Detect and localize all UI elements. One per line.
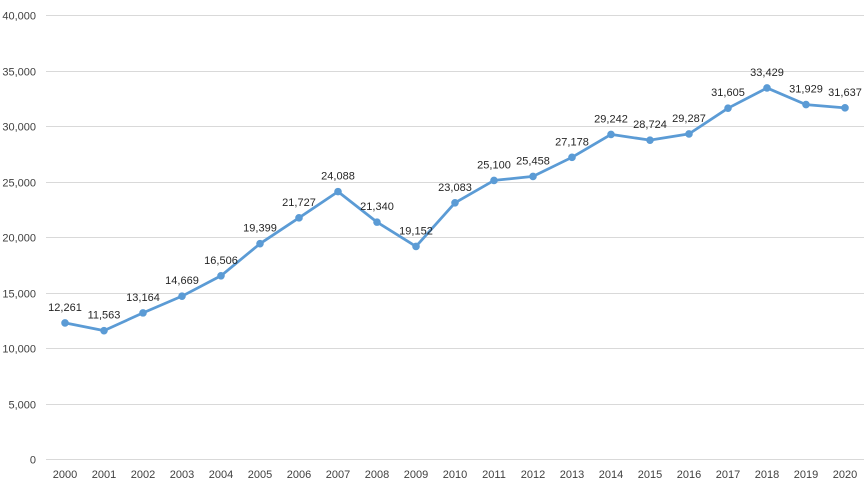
x-tick-label: 2011 bbox=[482, 469, 506, 481]
x-tick-label: 2007 bbox=[326, 469, 350, 481]
y-axis-tick-labels: 0 5,000 10,000 15,000 20,000 25,000 30,000 35,0… bbox=[2, 11, 36, 467]
data-labels: 12,261 11,563 13,164 14,669 16,506 19,399 21,7… bbox=[48, 67, 862, 322]
y-tick-label: 5,000 bbox=[8, 400, 36, 412]
x-tick-label: 2013 bbox=[560, 469, 584, 481]
data-point bbox=[334, 187, 342, 196]
data-point bbox=[100, 326, 108, 335]
data-label: 16,506 bbox=[204, 255, 238, 267]
data-point bbox=[646, 136, 654, 144]
x-tick-label: 2020 bbox=[833, 469, 857, 481]
x-tick-label: 2009 bbox=[404, 469, 428, 481]
data-label: 31,929 bbox=[789, 84, 823, 96]
data-point bbox=[607, 130, 615, 139]
data-point bbox=[763, 84, 771, 92]
data-point bbox=[295, 214, 303, 222]
data-point bbox=[451, 198, 459, 207]
x-tick-label: 2002 bbox=[131, 469, 155, 481]
x-tick-label: 2005 bbox=[248, 469, 272, 481]
x-tick-label: 2003 bbox=[170, 469, 194, 481]
data-label: 11,563 bbox=[88, 310, 121, 322]
data-label: 27,178 bbox=[555, 136, 589, 148]
data-label: 33,429 bbox=[750, 67, 784, 79]
x-axis-tick-labels: 2000 2001 2002 2003 2004 2005 2006 2007 2008 2009… bbox=[53, 469, 857, 481]
data-label: 25,458 bbox=[516, 155, 550, 167]
data-point bbox=[139, 309, 147, 317]
data-point bbox=[529, 172, 537, 181]
y-tick-label: 25,000 bbox=[2, 178, 36, 190]
x-tick-label: 2008 bbox=[365, 469, 389, 481]
data-point bbox=[61, 319, 69, 327]
x-tick-label: 2015 bbox=[638, 469, 662, 481]
x-tick-label: 2006 bbox=[287, 469, 311, 481]
data-label: 23,083 bbox=[438, 182, 472, 194]
data-point bbox=[841, 104, 849, 112]
data-label: 25,100 bbox=[477, 159, 511, 171]
data-point bbox=[724, 104, 732, 112]
x-tick-label: 2019 bbox=[794, 469, 818, 481]
data-points bbox=[61, 84, 849, 335]
x-tick-label: 2018 bbox=[755, 469, 779, 481]
data-label: 21,727 bbox=[282, 197, 316, 209]
data-label: 28,724 bbox=[633, 119, 667, 131]
y-tick-label: 15,000 bbox=[2, 289, 36, 301]
y-tick-label: 35,000 bbox=[2, 67, 36, 79]
data-point bbox=[568, 153, 576, 162]
y-tick-label: 30,000 bbox=[2, 122, 36, 134]
x-tick-label: 2016 bbox=[677, 469, 701, 481]
y-tick-label: 40,000 bbox=[2, 11, 36, 23]
data-label: 19,152 bbox=[399, 225, 433, 237]
x-tick-label: 2012 bbox=[521, 469, 545, 481]
data-point bbox=[802, 100, 810, 109]
data-label: 31,637 bbox=[828, 87, 862, 99]
data-label: 13,164 bbox=[126, 292, 160, 304]
data-point bbox=[490, 176, 498, 185]
data-point bbox=[256, 239, 264, 248]
x-tick-label: 2017 bbox=[716, 469, 740, 481]
data-label: 24,088 bbox=[321, 171, 355, 183]
data-label: 21,340 bbox=[360, 201, 394, 213]
data-label: 19,399 bbox=[243, 223, 277, 235]
data-label: 14,669 bbox=[165, 275, 199, 287]
data-point bbox=[217, 271, 225, 280]
x-tick-label: 2001 bbox=[92, 469, 116, 481]
data-label: 29,287 bbox=[672, 113, 706, 125]
data-point bbox=[685, 130, 693, 138]
y-tick-label: 10,000 bbox=[2, 344, 36, 356]
data-point bbox=[412, 242, 420, 251]
x-tick-label: 2000 bbox=[53, 469, 77, 481]
data-point bbox=[373, 218, 381, 226]
data-label: 12,261 bbox=[48, 302, 82, 314]
x-tick-label: 2010 bbox=[443, 469, 467, 481]
data-label: 29,242 bbox=[594, 113, 628, 125]
x-tick-label: 2004 bbox=[209, 469, 233, 481]
gridlines bbox=[46, 15, 864, 460]
x-tick-label: 2014 bbox=[599, 469, 623, 481]
y-tick-label: 0 bbox=[30, 455, 36, 467]
y-tick-label: 20,000 bbox=[2, 233, 36, 245]
data-label: 31,605 bbox=[711, 87, 745, 99]
data-point bbox=[178, 292, 186, 300]
